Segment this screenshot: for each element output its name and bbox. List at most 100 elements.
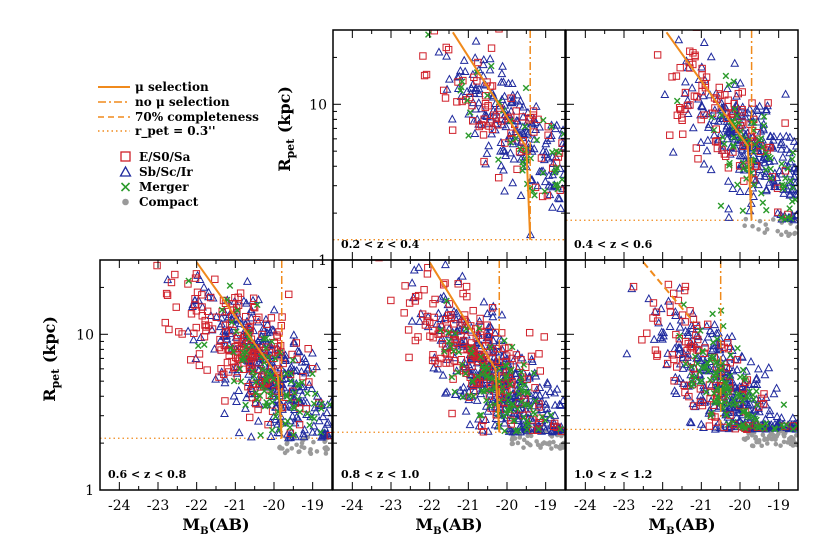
point-merger [296,408,304,416]
point-elliptical [211,275,219,283]
point-spiral [548,158,558,168]
point-spiral [715,422,725,432]
point-compact [750,443,756,449]
point-spiral [665,321,675,330]
x-tick-label: -24 [108,498,131,514]
point-elliptical [238,337,246,346]
x-tick-label: -23 [613,498,636,514]
point-merger [753,401,761,409]
point-elliptical [552,159,561,167]
y-axis-label-bottom-text: Rpet (kpc) [40,316,62,402]
point-elliptical [549,422,558,431]
x-axis-label: MB(AB) [182,515,249,537]
point-spiral [289,330,299,339]
point-elliptical [686,344,695,352]
point-spiral [700,338,710,347]
point-merger [757,135,765,142]
point-elliptical [475,352,484,361]
point-compact [770,217,776,222]
point-merger [520,361,528,368]
point-compact [510,437,515,442]
x-tick-label: -22 [651,498,674,514]
y-tick-label: 1 [85,483,94,499]
point-elliptical [721,91,729,99]
point-elliptical [448,126,457,134]
point-spiral [703,135,713,144]
point-spiral [217,319,226,328]
point-elliptical [260,346,268,355]
point-spiral [696,137,706,146]
point-spiral [504,426,514,435]
point-elliptical [781,167,790,175]
point-spiral [550,410,560,419]
point-merger [694,360,701,368]
point-merger [527,403,534,410]
point-merger [294,381,302,388]
point-elliptical [190,329,198,338]
point-merger [723,380,730,387]
point-spiral [542,377,552,387]
point-merger [443,297,450,305]
point-elliptical [203,366,211,374]
point-spiral [273,427,283,436]
point-merger [262,344,270,352]
point-merger [767,174,775,182]
point-elliptical [223,358,232,367]
point-compact [781,439,787,445]
point-spiral [723,176,733,185]
point-merger [721,399,728,406]
point-spiral [518,102,528,111]
point-merger [782,174,789,182]
point-elliptical [431,295,439,304]
point-merger [290,404,298,412]
point-elliptical [503,387,511,396]
point-compact [750,223,755,229]
point-spiral [764,363,774,372]
point-spiral [685,417,695,426]
point-elliptical [534,115,542,124]
point-spiral [675,344,685,353]
point-elliptical [676,106,685,114]
point-elliptical [781,119,789,127]
mu-selection-line [195,261,283,439]
point-merger [452,329,459,337]
point-merger [236,365,244,373]
point-spiral [475,316,484,325]
point-elliptical [649,299,658,307]
point-spiral [206,310,216,320]
point-spiral [307,383,317,393]
point-elliptical [670,355,678,364]
point-elliptical [175,328,183,336]
point-merger [295,396,302,403]
point-elliptical [446,359,454,367]
point-spiral [734,408,744,417]
point-merger [702,389,710,396]
x-axis-label: MB(AB) [415,515,482,537]
point-elliptical [680,381,688,390]
point-spiral [541,147,551,156]
legend-label-rpet-limit: r_pet = 0.3'' [135,124,216,139]
point-elliptical [653,350,662,359]
point-elliptical [429,333,437,342]
point-elliptical [288,350,296,359]
point-merger [270,376,277,383]
point-spiral [658,334,667,343]
point-elliptical [478,422,486,430]
point-elliptical [477,327,486,336]
point-elliptical [429,300,437,308]
x-tick-label: -21 [224,498,247,514]
point-elliptical [231,294,239,302]
point-merger [487,62,495,70]
point-spiral [318,431,327,440]
point-spiral [436,335,446,344]
point-elliptical [428,356,437,365]
point-spiral [266,417,275,426]
point-merger [721,385,729,392]
point-elliptical [265,391,274,400]
point-elliptical [696,385,705,393]
point-merger [228,318,236,326]
point-elliptical [512,351,521,359]
point-spiral [772,383,782,392]
panel-1: 1 10 0.2 < z < 0.4 [309,29,566,269]
point-spiral [470,128,480,137]
